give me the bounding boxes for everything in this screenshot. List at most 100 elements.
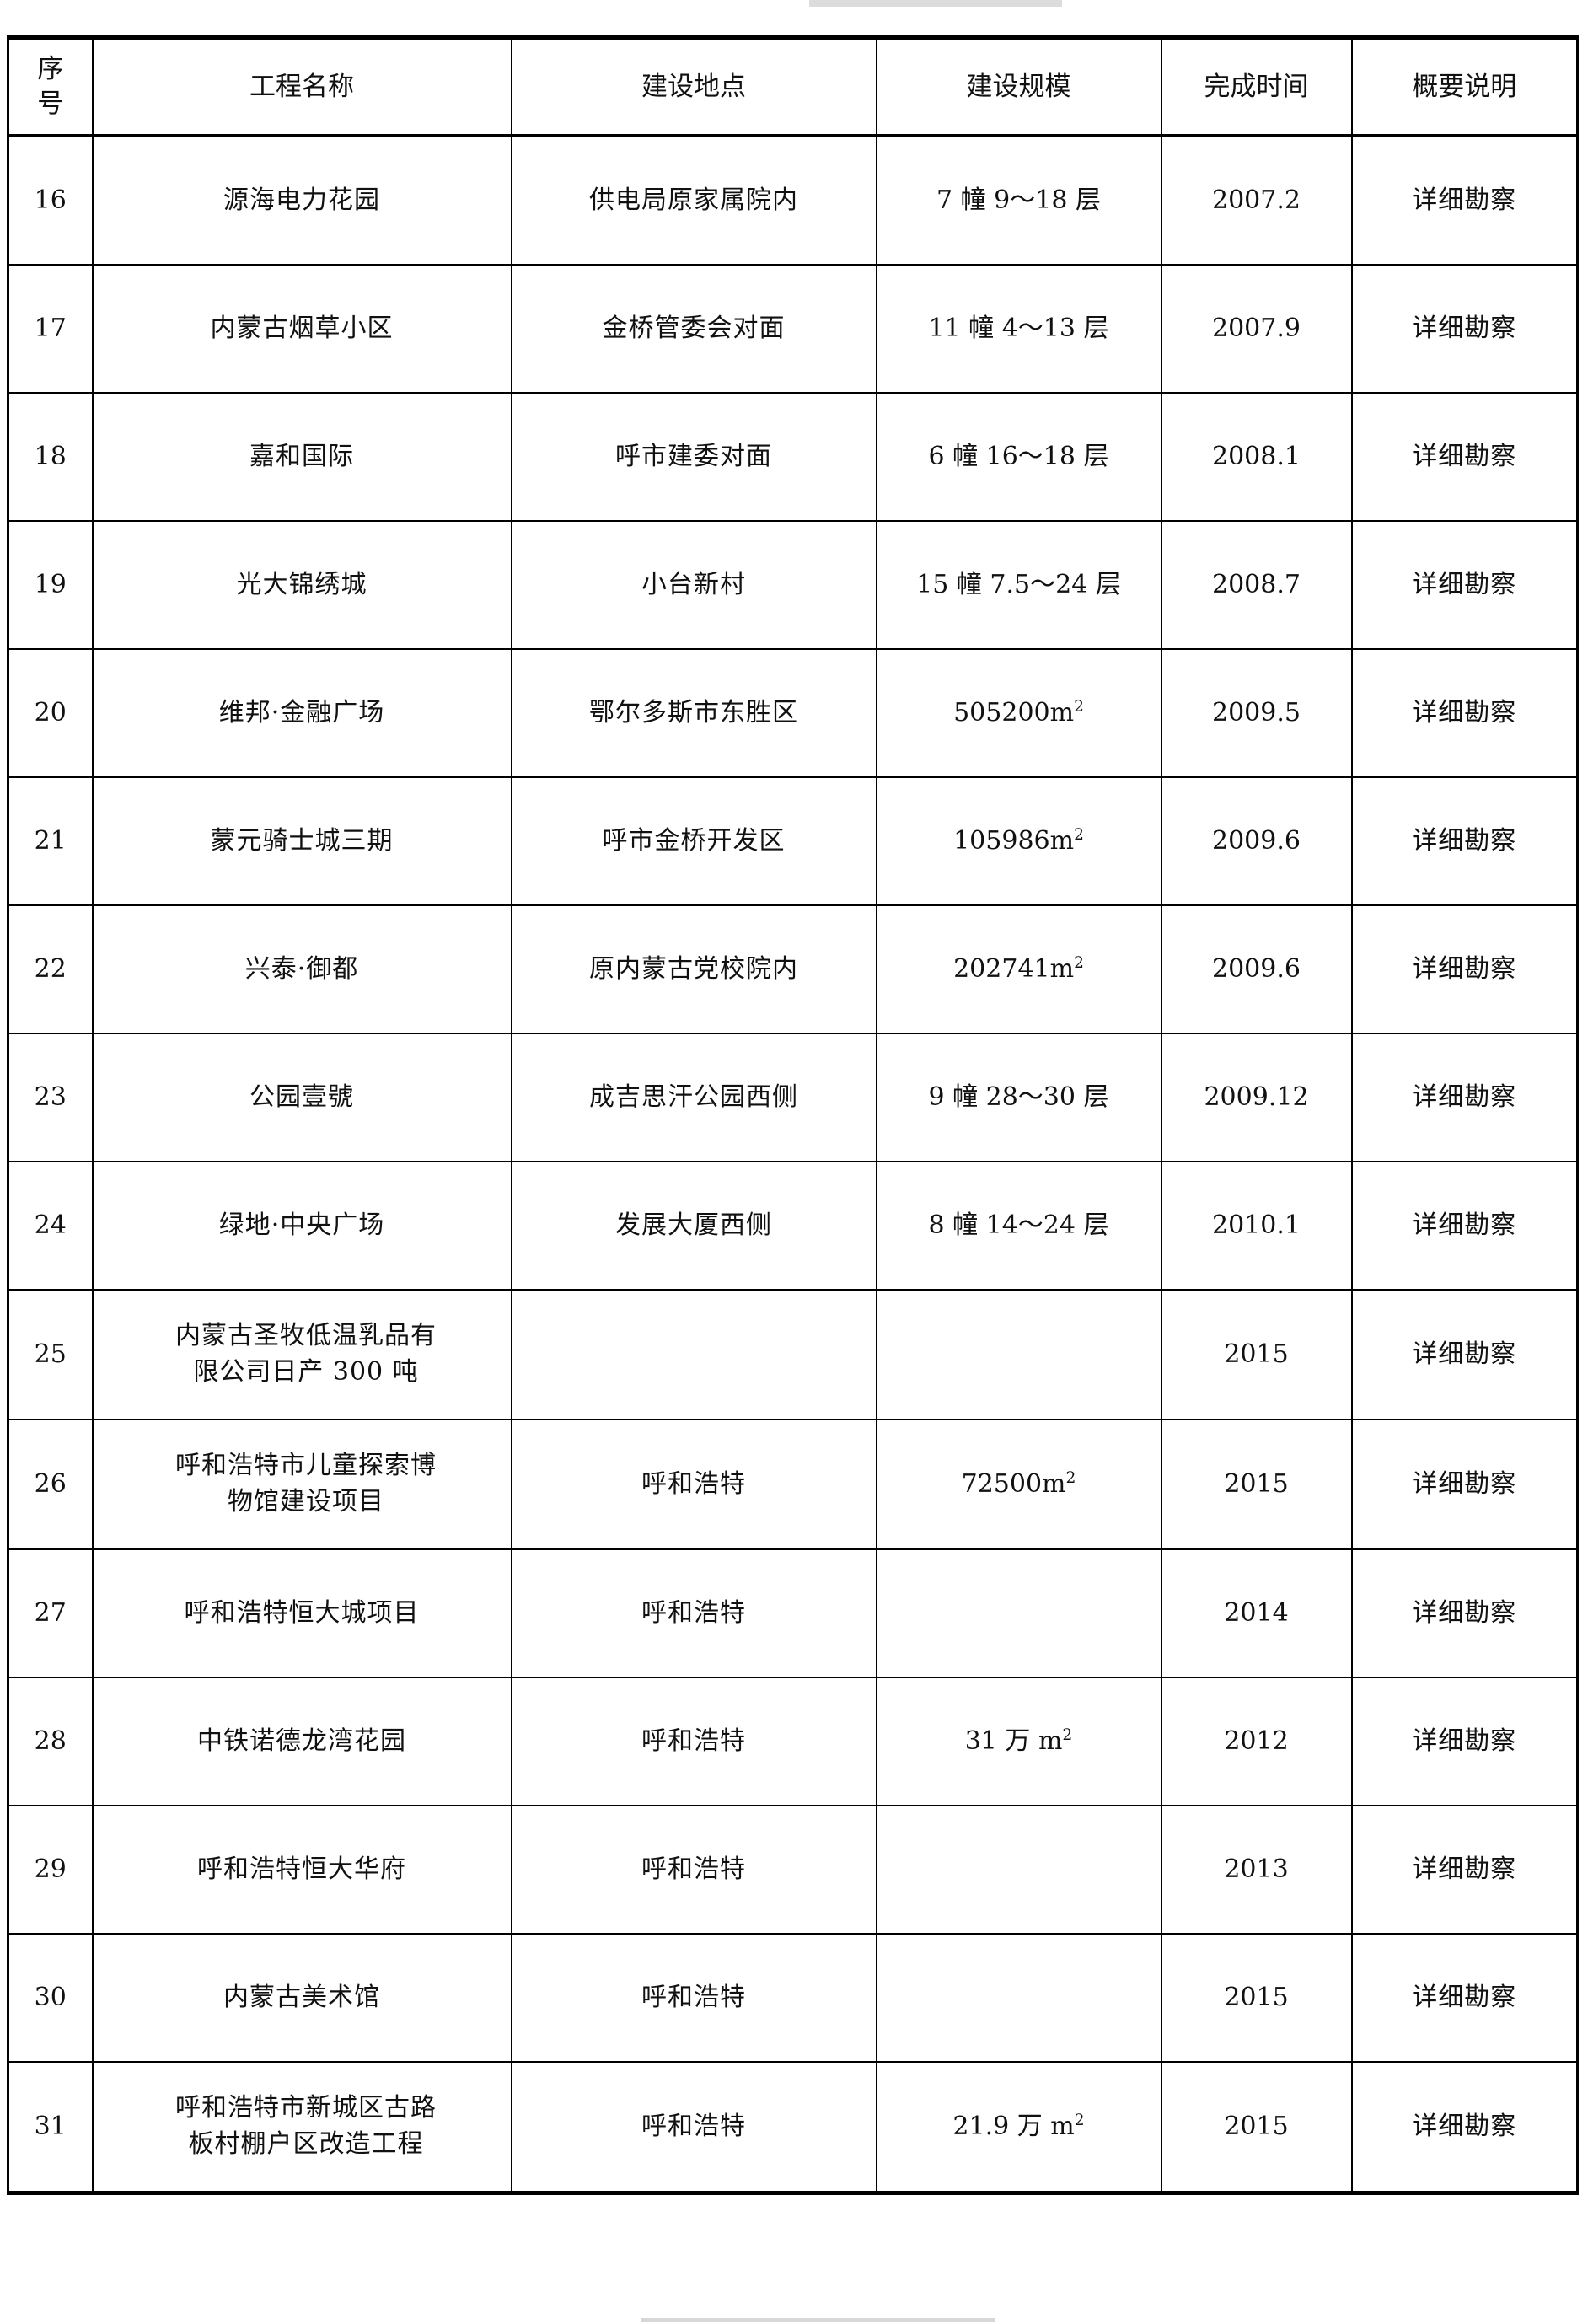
cell-project-name-line-1: 内蒙古圣牧低温乳品有	[175, 1321, 437, 1351]
cell-project-name: 光大锦绣城	[91, 520, 512, 650]
cell-scale-exponent: 2	[1074, 2112, 1085, 2130]
cell-project-name-line-2: 物馆建设项目	[228, 1487, 384, 1516]
cell-completion-time: 2009.6	[1160, 904, 1353, 1034]
cell-project-name: 内蒙古烟草小区	[91, 264, 512, 394]
cell-construction-site: 金桥管委会对面	[510, 264, 877, 394]
cell-project-name: 源海电力花园	[91, 135, 512, 266]
cell-summary: 详细勘察	[1350, 776, 1579, 906]
cell-project-name: 呼和浩特恒大城项目	[91, 1548, 512, 1678]
scan-artifact-bottom	[641, 2318, 995, 2322]
cell-construction-scale: 105986m2	[875, 776, 1162, 906]
table-row: 16 源海电力花园 供电局原家属院内 7 幢 9～18 层 2007.2 详细勘察	[7, 135, 1579, 266]
cell-construction-scale	[875, 1933, 1162, 2063]
cell-summary: 详细勘察	[1350, 1677, 1579, 1806]
cell-construction-site: 呼和浩特	[510, 1677, 877, 1806]
cell-project-name: 中铁诺德龙湾花园	[91, 1677, 512, 1806]
cell-construction-scale: 72500m2	[875, 1419, 1162, 1550]
project-reference-table: 序 号 工程名称 建设地点 建设规模 完成时间 概要说明 16 源海电力花园 供电局…	[7, 35, 1579, 2195]
cell-scale-value: 31 万 m	[964, 1726, 1063, 1757]
cell-summary: 详细勘察	[1350, 520, 1579, 650]
cell-summary: 详细勘察	[1350, 1933, 1579, 2063]
table-row: 29 呼和浩特恒大华府 呼和浩特 2013 详细勘察	[7, 1805, 1579, 1935]
cell-project-name: 呼和浩特恒大华府	[91, 1805, 512, 1935]
cell-completion-time: 2009.6	[1160, 776, 1353, 906]
cell-scale-exponent: 2	[1074, 826, 1084, 845]
cell-summary: 详细勘察	[1350, 1161, 1579, 1291]
cell-project-name: 内蒙古圣牧低温乳品有 限公司日产 300 吨	[91, 1289, 512, 1420]
cell-completion-time: 2009.5	[1160, 648, 1353, 778]
table-row: 17 内蒙古烟草小区 金桥管委会对面 11 幢 4～13 层 2007.9 详细勘察	[7, 264, 1579, 394]
cell-summary: 详细勘察	[1350, 904, 1579, 1034]
cell-project-name: 公园壹號	[91, 1033, 512, 1162]
column-header-completion-time: 完成时间	[1160, 36, 1353, 137]
table-row: 30 内蒙古美术馆 呼和浩特 2015 详细勘察	[7, 1933, 1579, 2063]
cell-construction-scale	[875, 1548, 1162, 1678]
cell-seq: 24	[7, 1161, 94, 1291]
cell-construction-site: 供电局原家属院内	[510, 135, 877, 266]
cell-construction-scale: 6 幢 16～18 层	[875, 392, 1162, 522]
table-row: 23 公园壹號 成吉思汗公园西侧 9 幢 28～30 层 2009.12 详细勘察	[7, 1033, 1579, 1162]
cell-completion-time: 2007.2	[1160, 135, 1353, 266]
table-row: 24 绿地·中央广场 发展大厦西侧 8 幢 14～24 层 2010.1 详细勘察	[7, 1161, 1579, 1291]
cell-project-name-line-2: 板村棚户区改造工程	[188, 2129, 424, 2159]
column-header-construction-site: 建设地点	[510, 36, 877, 137]
cell-project-name: 呼和浩特市儿童探索博 物馆建设项目	[91, 1419, 512, 1550]
cell-construction-site: 呼和浩特	[510, 1548, 877, 1678]
cell-summary: 详细勘察	[1350, 264, 1579, 394]
cell-seq: 20	[7, 648, 94, 778]
cell-construction-scale	[875, 1289, 1162, 1420]
cell-construction-scale	[875, 1805, 1162, 1935]
cell-seq: 22	[7, 904, 94, 1034]
table-row: 25 内蒙古圣牧低温乳品有 限公司日产 300 吨 2015 详细勘察	[7, 1289, 1579, 1420]
cell-construction-scale: 15 幢 7.5～24 层	[875, 520, 1162, 650]
cell-construction-site: 呼市建委对面	[510, 392, 877, 522]
table-row: 18 嘉和国际 呼市建委对面 6 幢 16～18 层 2008.1 详细勘察	[7, 392, 1579, 522]
cell-construction-site: 小台新村	[510, 520, 877, 650]
cell-completion-time: 2013	[1160, 1805, 1353, 1935]
cell-summary: 详细勘察	[1350, 1548, 1579, 1678]
cell-completion-time: 2015	[1160, 1289, 1353, 1420]
column-header-seq-char-2: 号	[37, 89, 64, 119]
column-header-seq-char-1: 序	[37, 54, 64, 85]
cell-seq: 23	[7, 1033, 94, 1162]
cell-seq: 18	[7, 392, 94, 522]
cell-project-name: 兴泰·御都	[91, 904, 512, 1034]
table-row: 22 兴泰·御都 原内蒙古党校院内 202741m2 2009.6 详细勘察	[7, 904, 1579, 1034]
table-header-row: 序 号 工程名称 建设地点 建设规模 完成时间 概要说明	[7, 36, 1579, 137]
table-body: 16 源海电力花园 供电局原家属院内 7 幢 9～18 层 2007.2 详细勘察 17 内蒙…	[7, 135, 1579, 2194]
cell-scale-exponent: 2	[1074, 698, 1084, 717]
cell-construction-site: 呼和浩特	[510, 1805, 877, 1935]
cell-completion-time: 2007.9	[1160, 264, 1353, 394]
cell-project-name-line-1: 呼和浩特市新城区古路	[175, 2093, 437, 2123]
cell-completion-time: 2008.7	[1160, 520, 1353, 650]
cell-construction-scale: 31 万 m2	[875, 1677, 1162, 1806]
cell-construction-site: 呼和浩特	[510, 1419, 877, 1550]
cell-scale-exponent: 2	[1062, 1726, 1073, 1745]
column-header-summary: 概要说明	[1350, 36, 1579, 137]
cell-scale-value: 505200m	[953, 698, 1075, 728]
cell-summary: 详细勘察	[1350, 1419, 1579, 1550]
cell-seq: 26	[7, 1419, 94, 1550]
cell-project-name: 呼和浩特市新城区古路 板村棚户区改造工程	[91, 2061, 512, 2194]
cell-scale-exponent: 2	[1074, 954, 1084, 973]
cell-construction-scale: 202741m2	[875, 904, 1162, 1034]
cell-summary: 详细勘察	[1350, 135, 1579, 266]
cell-completion-time: 2010.1	[1160, 1161, 1353, 1291]
cell-construction-scale: 9 幢 28～30 层	[875, 1033, 1162, 1162]
table-row: 26 呼和浩特市儿童探索博 物馆建设项目 呼和浩特 72500m2 2015 详细勘察	[7, 1419, 1579, 1550]
cell-seq: 21	[7, 776, 94, 906]
cell-completion-time: 2015	[1160, 1933, 1353, 2063]
table-row: 31 呼和浩特市新城区古路 板村棚户区改造工程 呼和浩特 21.9 万 m2 2015 详细…	[7, 2061, 1579, 2194]
column-header-seq: 序 号	[7, 36, 94, 137]
cell-completion-time: 2015	[1160, 2061, 1353, 2194]
cell-scale-value: 72500m	[961, 1469, 1066, 1500]
cell-completion-time: 2008.1	[1160, 392, 1353, 522]
table-row: 27 呼和浩特恒大城项目 呼和浩特 2014 详细勘察	[7, 1548, 1579, 1678]
cell-project-name: 蒙元骑士城三期	[91, 776, 512, 906]
cell-completion-time: 2012	[1160, 1677, 1353, 1806]
cell-completion-time: 2015	[1160, 1419, 1353, 1550]
cell-project-name-line-1: 呼和浩特市儿童探索博	[175, 1451, 437, 1481]
cell-construction-scale: 505200m2	[875, 648, 1162, 778]
cell-seq: 31	[7, 2061, 94, 2194]
cell-construction-site: 成吉思汗公园西侧	[510, 1033, 877, 1162]
